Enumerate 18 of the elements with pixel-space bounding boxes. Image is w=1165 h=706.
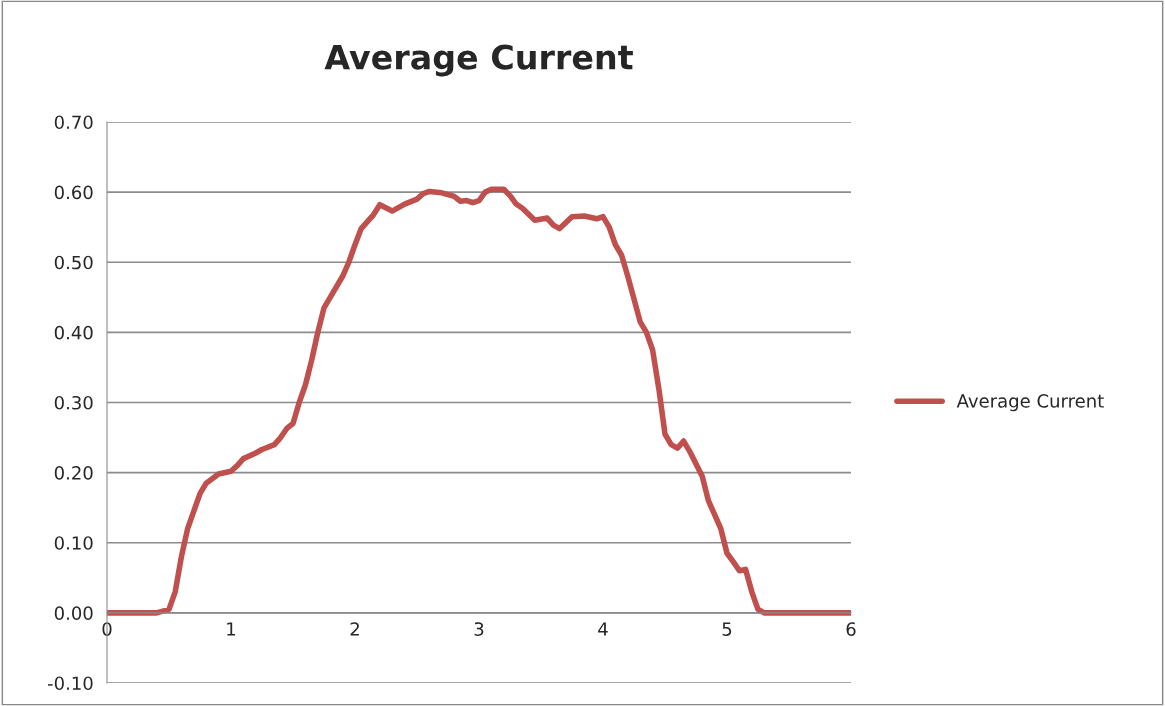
x-tick-label: 6 xyxy=(846,622,856,636)
x-tick-label: 1 xyxy=(227,622,236,636)
y-tick-label: 0.60 xyxy=(54,185,93,200)
chart-title: Average Current xyxy=(324,44,633,77)
y-tick-label: 0.10 xyxy=(54,536,93,550)
x-tick-label: 0 xyxy=(102,622,112,636)
x-tick-label: 3 xyxy=(474,622,484,636)
y-tick-label: 0.30 xyxy=(54,395,93,410)
x-tick-label: 2 xyxy=(350,622,359,636)
x-tick-label: 4 xyxy=(598,622,608,636)
x-tick-label: 5 xyxy=(722,622,732,636)
y-tick-label: 0.50 xyxy=(54,255,93,270)
y-tick-label: -0.10 xyxy=(47,676,93,691)
legend-label: Average Current xyxy=(956,394,1104,412)
y-tick-label: 0.40 xyxy=(54,325,93,340)
y-tick-label: 0.00 xyxy=(54,606,93,620)
y-tick-label: 0.20 xyxy=(54,466,93,480)
y-tick-label: 0.70 xyxy=(54,115,93,130)
